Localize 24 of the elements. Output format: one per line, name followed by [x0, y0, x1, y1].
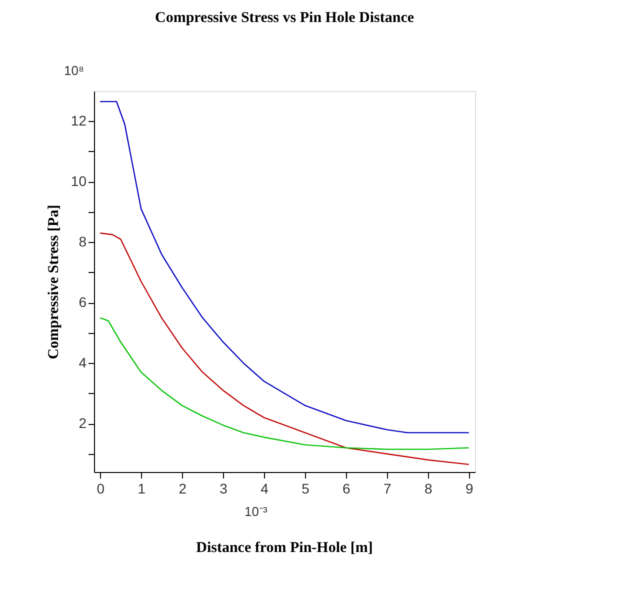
y-tick-label: 12 [70, 112, 87, 129]
y-tick-label: 2 [78, 415, 87, 432]
x-tick-label: 6 [342, 480, 351, 496]
x-tick-label: 3 [220, 480, 228, 496]
x-tick-label: 2 [178, 480, 187, 496]
text: 10⁸ [64, 63, 84, 78]
x-tick-label: 0 [96, 480, 105, 496]
y-tick-label: 8 [78, 234, 87, 250]
y-tick-label: 4 [78, 354, 87, 371]
line-series [100, 100, 470, 434]
y-tick-label: 6 [78, 294, 87, 310]
y-axis-title: Compressive Stress [Pa] [46, 204, 62, 360]
x-tick-label: 8 [424, 480, 432, 496]
x-tick-label: 5 [302, 480, 310, 496]
chart-title: Compressive Stress vs Pin Hole Distance [154, 10, 414, 26]
text: 10⁻³ [244, 504, 268, 519]
line-series [100, 232, 470, 466]
y-tick-label: 10 [70, 173, 87, 190]
x-tick-label: 9 [465, 480, 474, 496]
x-tick-label: 7 [384, 480, 392, 496]
x-axis-title: Distance from Pin-Hole [m] [196, 540, 373, 556]
x-tick-label: 1 [138, 480, 146, 496]
line-series [100, 317, 470, 450]
x-tick-label: 4 [260, 480, 269, 496]
